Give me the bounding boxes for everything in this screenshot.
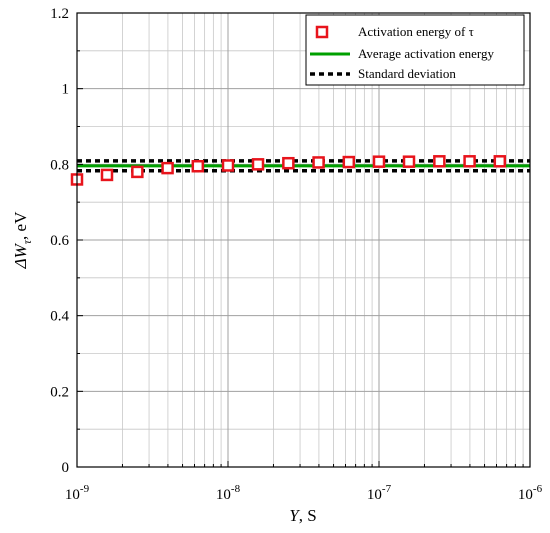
x-tick-label-exponent: -7 [382,483,392,495]
activation-energy-point [493,155,507,168]
activation-energy-point [100,168,114,182]
y-tick-label: 0.4 [50,309,69,325]
x-tick-label: 10-6 [518,483,543,503]
y-axis-title: ΔWτ, eV [11,211,34,269]
x-axis-title-italic: Y [289,506,300,525]
y-tick-label: 1 [62,82,70,98]
y-tick-label: 0 [62,460,70,476]
activation-energy-point [191,159,205,173]
activation-energy-point [312,156,325,169]
y-tick-labels: 0 0.2 0.4 0.6 0.8 1 1.2 [50,6,69,476]
activation-energy-point [161,161,174,175]
activation-energy-point [282,156,295,170]
axis-ticks [76,12,531,468]
x-tick-label-base: 10 [367,487,382,503]
y-axis-title-prefix: ΔW [11,242,30,269]
activation-energy-point [131,165,144,179]
activation-energy-point [372,155,386,168]
x-axis-title-rest: , S [299,506,317,525]
legend: Activation energy of τ Average activatio… [305,14,525,86]
x-tick-label-exponent: -8 [231,483,241,495]
y-tick-label: 1.2 [50,6,69,22]
activation-energy-point [433,155,446,168]
activation-energy-point [402,155,416,168]
x-tick-label-exponent: -6 [533,483,543,495]
series-layer [70,155,530,186]
activation-energy-point [251,158,265,171]
legend-marker-square [315,25,329,39]
x-axis-title: Y, S [289,506,316,525]
x-tick-label: 10-9 [65,483,90,503]
y-axis-title-subscript: τ [20,239,34,244]
legend-label-deviation: Standard deviation [358,66,456,81]
legend-box [305,14,525,86]
x-tick-label-exponent: -9 [80,483,90,495]
legend-label-average: Average activation energy [358,46,494,61]
x-tick-label: 10-8 [216,483,241,503]
x-tick-label-base: 10 [216,487,231,503]
legend-label-activation: Activation energy of τ [358,24,474,39]
x-tick-label-base: 10 [65,487,80,503]
y-axis-title-suffix: , eV [11,211,30,240]
activation-energy-point [221,159,235,172]
y-tick-label: 0.6 [50,233,69,249]
x-tick-label: 10-7 [367,483,392,503]
x-tick-labels: 10-9 10-8 10-7 10-6 [65,483,543,503]
y-tick-label: 0.8 [50,157,69,173]
activation-energy-point [342,155,356,169]
x-tick-label-base: 10 [518,487,533,503]
activation-energy-point [463,155,476,168]
y-tick-label: 0.2 [50,384,69,400]
